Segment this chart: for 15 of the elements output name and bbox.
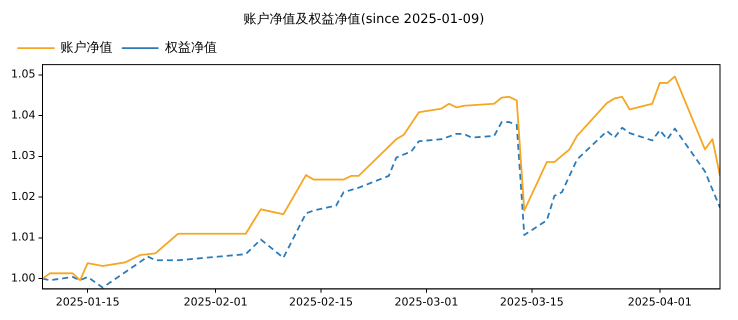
y-tick-label: 1.04 bbox=[10, 108, 36, 122]
y-tick-label: 1.05 bbox=[10, 68, 36, 81]
chart-title: 账户净值及权益净值(since 2025-01-09) bbox=[244, 12, 484, 28]
x-tick-label: 2025-03-15 bbox=[500, 295, 564, 308]
legend-label: 权益净值 bbox=[164, 40, 217, 56]
y-tick-label: 1.03 bbox=[10, 149, 36, 162]
x-tick-label: 2025-04-01 bbox=[628, 295, 692, 308]
x-tick-label: 2025-02-15 bbox=[289, 295, 353, 308]
y-tick-label: 1.00 bbox=[10, 271, 36, 284]
x-tick-label: 2025-01-15 bbox=[56, 295, 120, 308]
x-tick-label: 2025-03-01 bbox=[394, 295, 458, 308]
x-tick-label: 2025-02-01 bbox=[184, 295, 248, 308]
y-tick-label: 1.02 bbox=[10, 190, 36, 203]
legend-label: 账户净值 bbox=[60, 40, 112, 56]
y-tick-label: 1.01 bbox=[10, 230, 36, 244]
